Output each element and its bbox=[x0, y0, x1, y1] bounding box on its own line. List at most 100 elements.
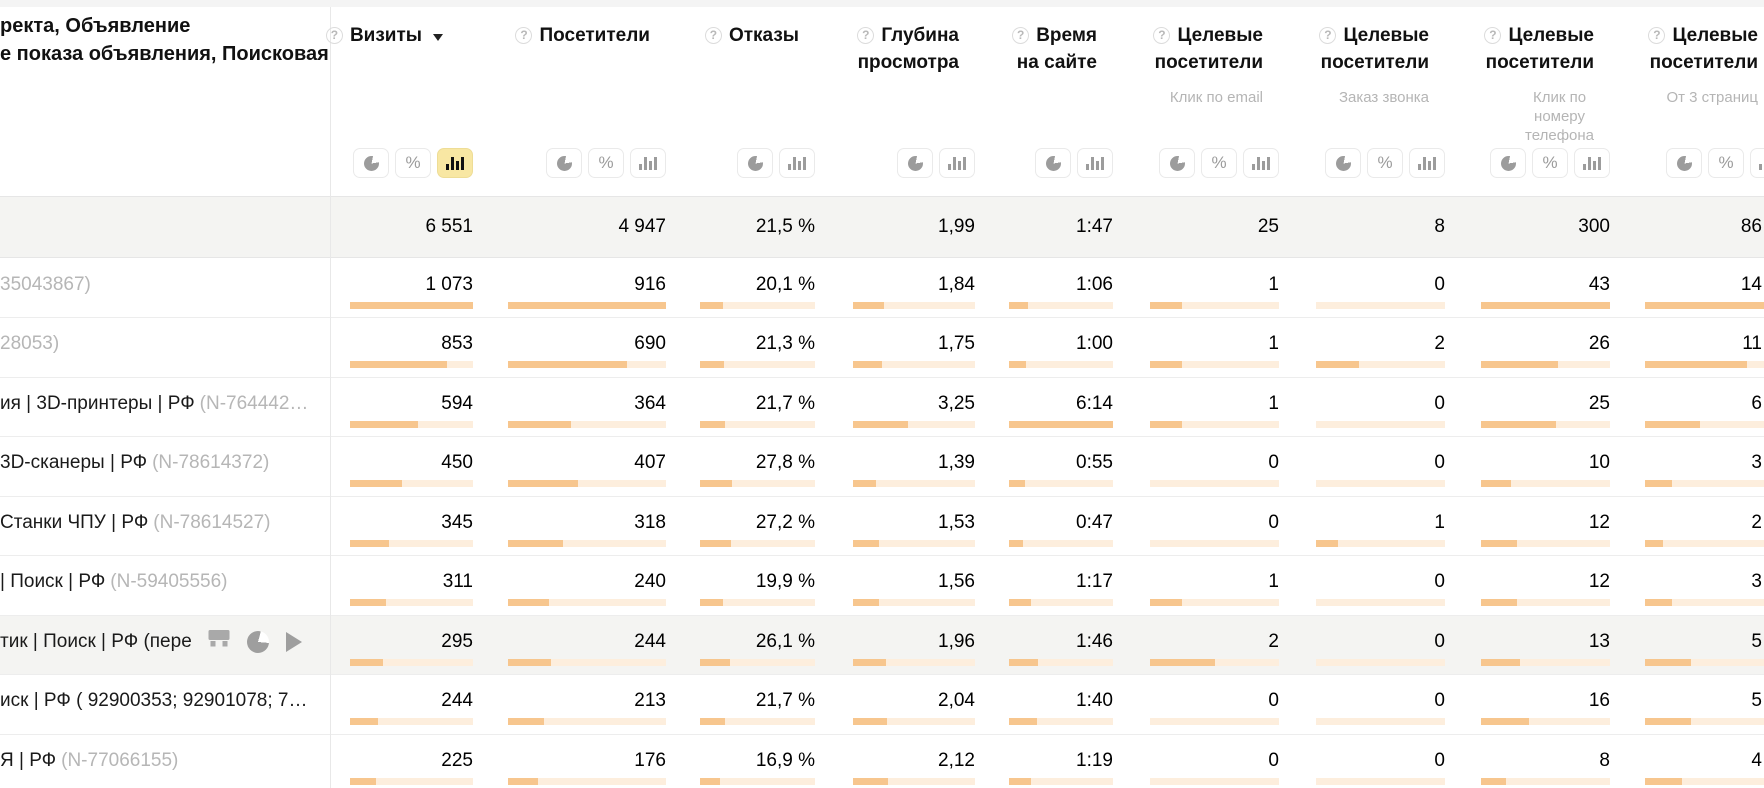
help-icon[interactable]: ? bbox=[704, 27, 722, 44]
cell-value: 6:14 bbox=[1076, 393, 1113, 414]
bar-chart-icon bbox=[1583, 156, 1601, 170]
toggle-bar-bounce-rate[interactable] bbox=[779, 148, 815, 178]
pie-chart-icon bbox=[1169, 155, 1185, 171]
toggle-bar-goal-phone-click[interactable] bbox=[1574, 148, 1610, 178]
toggle-percent-goal-call-order[interactable]: % bbox=[1367, 148, 1403, 178]
toggle-bar-goal-email-click[interactable] bbox=[1243, 148, 1279, 178]
table-row[interactable]: | Поиск | РФ (N-59405556) 311 240 19,9 % 1,56… bbox=[0, 556, 1764, 614]
column-header-visits[interactable]: ? Визиты bbox=[325, 22, 443, 49]
metric-bar bbox=[1150, 659, 1279, 666]
cell-value: 3 bbox=[1751, 452, 1762, 473]
metric-bar-fill bbox=[508, 659, 551, 666]
cell-value: 1:46 bbox=[1076, 631, 1113, 652]
metric-bar bbox=[1645, 421, 1764, 428]
table-row[interactable]: Станки ЧПУ | РФ (N-78614527) 345 318 27,2 % 1… bbox=[0, 497, 1764, 555]
metric-bar-fill bbox=[1645, 361, 1747, 368]
column-header-time-on-site[interactable]: ? Время на сайте bbox=[1012, 22, 1097, 76]
help-icon[interactable]: ? bbox=[515, 27, 533, 44]
cell-value: 364 bbox=[634, 393, 666, 414]
column-header-goal-email-click[interactable]: ? Целевые посетители bbox=[1153, 22, 1263, 76]
chart-type-toggles-bounce-rate bbox=[737, 148, 815, 178]
toggle-percent-goal-email-click[interactable]: % bbox=[1201, 148, 1237, 178]
toggle-pie-visitors[interactable] bbox=[546, 148, 582, 178]
row-label: 35043867) bbox=[0, 272, 91, 298]
percent-icon: % bbox=[1718, 153, 1734, 172]
column-title-line: ? Целевые bbox=[1484, 22, 1594, 49]
column-header-goal-call-order[interactable]: ? Целевые посетители bbox=[1319, 22, 1429, 76]
help-icon[interactable]: ? bbox=[1319, 27, 1337, 44]
toggle-bar-goal-3pages[interactable] bbox=[1750, 148, 1764, 178]
cell-value: 1 073 bbox=[425, 274, 473, 295]
column-header-goal-phone-click[interactable]: ? Целевые посетители bbox=[1484, 22, 1594, 76]
metric-bar bbox=[700, 540, 815, 547]
metric-bar bbox=[700, 659, 815, 666]
metric-bar bbox=[700, 778, 815, 785]
help-icon[interactable]: ? bbox=[1484, 27, 1502, 44]
toggle-pie-goal-3pages[interactable] bbox=[1666, 148, 1702, 178]
toggle-pie-goal-phone-click[interactable] bbox=[1490, 148, 1526, 178]
table-row[interactable]: иск | РФ ( 92900353; 92901078; 7… 244 213 2… bbox=[0, 675, 1764, 733]
metric-bar-fill bbox=[1645, 599, 1673, 606]
cell-value: 20,1 % bbox=[755, 274, 815, 295]
table-row[interactable]: ия | 3D-принтеры | РФ (N-764442… 594 364 21,… bbox=[0, 378, 1764, 436]
row-border bbox=[0, 555, 1764, 556]
toggle-pie-visits[interactable] bbox=[353, 148, 389, 178]
cell-value: 21,7 % bbox=[755, 393, 815, 414]
metric-bar-fill bbox=[350, 659, 384, 666]
metric-bar bbox=[700, 302, 815, 309]
segment-icon[interactable] bbox=[208, 629, 230, 655]
cell-value: 1:00 bbox=[1076, 333, 1113, 354]
column-header-bounce-rate[interactable]: ? Отказы bbox=[704, 22, 799, 49]
toggle-percent-visitors[interactable]: % bbox=[588, 148, 624, 178]
toggle-pie-goal-call-order[interactable] bbox=[1325, 148, 1361, 178]
toggle-bar-time-on-site[interactable] bbox=[1077, 148, 1113, 178]
toggle-percent-goal-3pages[interactable]: % bbox=[1708, 148, 1744, 178]
toggle-pie-goal-email-click[interactable] bbox=[1159, 148, 1195, 178]
row-label-note: (N-77066155) bbox=[61, 750, 179, 771]
row-label: | Поиск | РФ (N-59405556) bbox=[0, 569, 228, 595]
table-row[interactable]: Я | РФ (N-77066155) 225 176 16,9 % 2,12 1:19 0 0… bbox=[0, 735, 1764, 788]
metric-bar bbox=[1481, 778, 1610, 785]
metric-bar-fill bbox=[853, 718, 888, 725]
cell-value: 2 bbox=[1434, 333, 1445, 354]
table-row[interactable]: 3D-сканеры | РФ (N-78614372) 450 407 27,8 % 1… bbox=[0, 437, 1764, 495]
metric-bar-fill bbox=[700, 659, 730, 666]
help-icon[interactable]: ? bbox=[1012, 27, 1030, 44]
metric-bar bbox=[700, 361, 815, 368]
metric-bar bbox=[1645, 540, 1764, 547]
toggle-bar-visitors[interactable] bbox=[630, 148, 666, 178]
toggle-percent-goal-phone-click[interactable]: % bbox=[1532, 148, 1568, 178]
cell-value: 311 bbox=[442, 571, 473, 592]
play-icon[interactable] bbox=[285, 632, 302, 652]
column-header-goal-3pages[interactable]: ? Целевые посетители bbox=[1648, 22, 1758, 76]
help-icon[interactable]: ? bbox=[1153, 27, 1171, 44]
metric-bar bbox=[1645, 480, 1764, 487]
table-row[interactable]: тик | Поиск | РФ (пере 295 244 26,1 % 1,96 1:… bbox=[0, 616, 1764, 674]
help-icon[interactable]: ? bbox=[1648, 27, 1666, 44]
help-icon[interactable]: ? bbox=[325, 27, 343, 44]
chart-type-toggles-goal-call-order: % bbox=[1325, 148, 1445, 178]
toggle-pie-page-depth[interactable] bbox=[897, 148, 933, 178]
summary-value: 4 947 bbox=[618, 216, 666, 237]
pie-chart-icon[interactable] bbox=[246, 631, 269, 653]
cell-value: 0 bbox=[1268, 512, 1279, 533]
toggle-pie-time-on-site[interactable] bbox=[1035, 148, 1071, 178]
toggle-percent-visits[interactable]: % bbox=[395, 148, 431, 178]
bar-chart-icon bbox=[1086, 156, 1104, 170]
row-label-note: (N-59405556) bbox=[110, 571, 228, 592]
column-header-visitors[interactable]: ? Посетители bbox=[515, 22, 650, 49]
toggle-pie-bounce-rate[interactable] bbox=[737, 148, 773, 178]
toggle-bar-page-depth[interactable] bbox=[939, 148, 975, 178]
cell-value: 8 bbox=[1599, 750, 1610, 771]
row-label: Станки ЧПУ | РФ (N-78614527) bbox=[0, 510, 271, 536]
table-row[interactable]: 35043867) 1 073 916 20,1 % 1,84 1:06 1 0 43 14 bbox=[0, 259, 1764, 317]
row-label-main: Станки ЧПУ | РФ bbox=[0, 512, 149, 533]
table-row[interactable]: 28053) 853 690 21,3 % 1,75 1:00 1 2 26 11 bbox=[0, 318, 1764, 376]
cell-value: 0 bbox=[1268, 750, 1279, 771]
cell-value: 0:47 bbox=[1076, 512, 1113, 533]
column-subtitle-line: номеру bbox=[1534, 108, 1585, 125]
toggle-bar-visits[interactable] bbox=[437, 148, 473, 178]
column-header-page-depth[interactable]: ? Глубина просмотра bbox=[857, 22, 959, 76]
help-icon[interactable]: ? bbox=[857, 27, 875, 44]
toggle-bar-goal-call-order[interactable] bbox=[1409, 148, 1445, 178]
